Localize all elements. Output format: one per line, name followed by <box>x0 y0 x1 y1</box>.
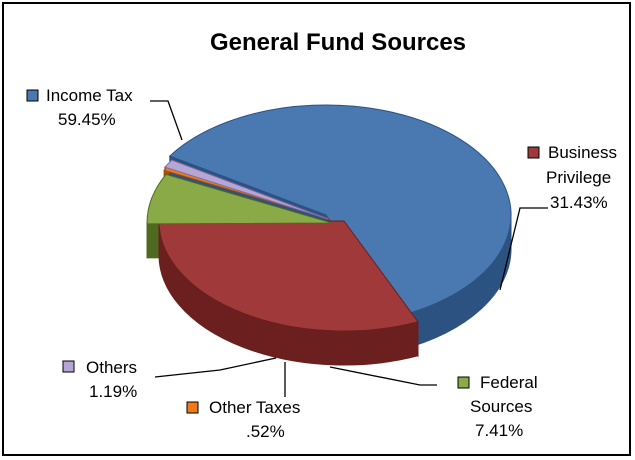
label-others-name: Others <box>86 358 137 377</box>
label-income: Income Tax 59.45% <box>26 86 133 129</box>
label-federal-line1: Federal <box>480 373 538 392</box>
leader-line-federal <box>329 366 437 386</box>
legend-swatch-federal <box>457 376 470 389</box>
label-othertaxes-value: .52% <box>246 422 285 441</box>
pie-slice-others <box>163 159 329 220</box>
pie-slice-business <box>158 220 419 332</box>
label-others: Others 1.19% <box>62 358 137 401</box>
legend-swatch-business <box>527 146 540 159</box>
label-business-value: 31.43% <box>550 193 608 212</box>
label-business-line1: Business <box>548 143 617 162</box>
label-income-value: 59.45% <box>58 110 116 129</box>
leader-line-others <box>154 357 277 378</box>
legend-swatch-othertaxes <box>186 401 199 414</box>
legend-swatch-others <box>62 360 75 373</box>
leader-lines <box>150 100 548 397</box>
leader-line-income <box>150 100 183 141</box>
label-federal: Federal Sources 7.41% <box>457 373 538 440</box>
label-othertaxes: Other Taxes .52% <box>186 398 300 441</box>
pie-slices <box>146 104 512 332</box>
label-business-line2: Privilege <box>546 168 611 187</box>
pie-slice-federal <box>146 173 333 225</box>
label-federal-value: 7.41% <box>475 421 523 440</box>
chart-title: General Fund Sources <box>210 29 466 56</box>
label-business: Business Privilege 31.43% <box>527 143 617 212</box>
legend-swatch-income <box>26 89 39 102</box>
pie-slice-income <box>168 104 512 317</box>
label-others-value: 1.19% <box>89 382 137 401</box>
leader-line-business <box>499 207 548 291</box>
label-federal-line2: Sources <box>470 397 532 416</box>
label-othertaxes-name: Other Taxes <box>209 398 300 417</box>
label-income-name: Income Tax <box>46 86 133 105</box>
